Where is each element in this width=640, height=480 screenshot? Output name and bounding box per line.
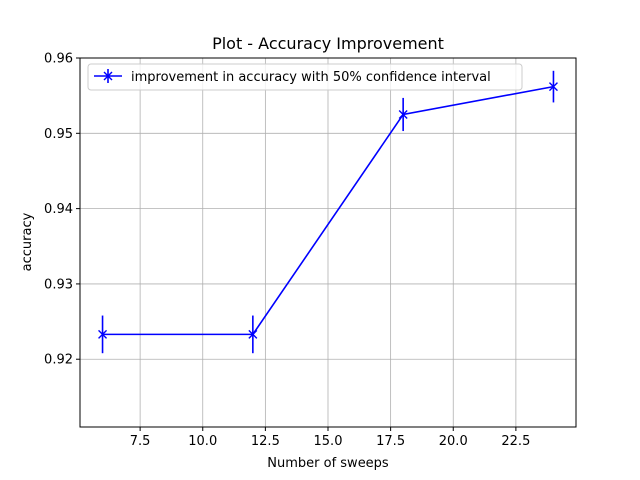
x-tick-label: 22.5 <box>501 434 530 449</box>
data-point-marker <box>248 329 258 339</box>
x-tick-label: 7.5 <box>130 434 151 449</box>
grid-layer <box>80 57 576 427</box>
y-tick-label: 0.94 <box>44 202 73 217</box>
x-tick-label: 12.5 <box>251 434 280 449</box>
legend-series-sample <box>94 69 122 83</box>
marker-stroke <box>248 329 258 339</box>
data-point-marker <box>548 82 558 92</box>
data-point-marker <box>98 329 108 339</box>
marker-stroke <box>548 82 558 92</box>
data-point-marker <box>398 109 408 119</box>
chart-title: Plot - Accuracy Improvement <box>212 34 444 53</box>
y-tick-label: 0.95 <box>44 127 73 142</box>
x-axis-ticks: 7.5 10.0 12.5 15.0 17.5 20.0 22.5 <box>130 427 530 449</box>
x-tick-label: 17.5 <box>376 434 405 449</box>
y-axis-ticks: 0.92 0.93 0.94 0.95 0.96 <box>44 52 80 368</box>
y-tick-label: 0.93 <box>44 277 73 292</box>
marker-stroke <box>98 329 108 339</box>
x-tick-label: 15.0 <box>314 434 343 449</box>
marker-stroke <box>398 109 408 119</box>
x-tick-label: 20.0 <box>439 434 468 449</box>
y-tick-label: 0.96 <box>44 52 73 67</box>
y-tick-label: 0.92 <box>44 353 73 368</box>
x-axis-label: Number of sweeps <box>267 456 389 471</box>
x-tick-label: 10.0 <box>188 434 217 449</box>
series-layer <box>98 70 558 354</box>
legend-box <box>87 63 523 91</box>
series-line <box>102 85 554 336</box>
legend: improvement in accuracy with 50% confide… <box>87 63 523 91</box>
legend-series-label: improvement in accuracy with 50% confide… <box>131 70 491 85</box>
y-axis-label: accuracy <box>20 212 35 271</box>
legend-marker-stroke <box>103 71 113 81</box>
